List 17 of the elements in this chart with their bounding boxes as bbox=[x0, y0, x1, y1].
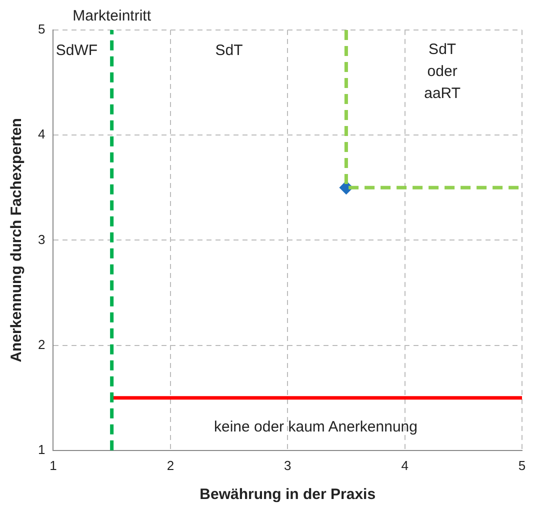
x-tick-label: 4 bbox=[401, 458, 408, 473]
y-tick-label: 1 bbox=[38, 442, 46, 457]
x-tick-label: 2 bbox=[166, 458, 174, 473]
y-tick-label: 3 bbox=[38, 232, 46, 247]
annotation: Markteintritt bbox=[72, 8, 152, 25]
annotation: SdT oder aaRT bbox=[424, 41, 461, 102]
annotation: keine oder kaum Anerkennung bbox=[214, 418, 418, 436]
y-tick-label: 5 bbox=[38, 22, 46, 37]
x-tick-label: 5 bbox=[518, 458, 526, 473]
x-tick-label: 3 bbox=[284, 458, 292, 473]
x-tick-label: 1 bbox=[50, 458, 57, 473]
annotation: SdWF bbox=[56, 42, 98, 60]
y-tick-label: 4 bbox=[38, 126, 46, 142]
y-tick-label: 2 bbox=[38, 336, 46, 352]
annotation: SdT bbox=[215, 42, 243, 60]
y-axis-title: Anerkennung durch Fachexperten bbox=[8, 118, 26, 362]
x-axis-title: Bewährung in der Praxis bbox=[200, 486, 376, 504]
